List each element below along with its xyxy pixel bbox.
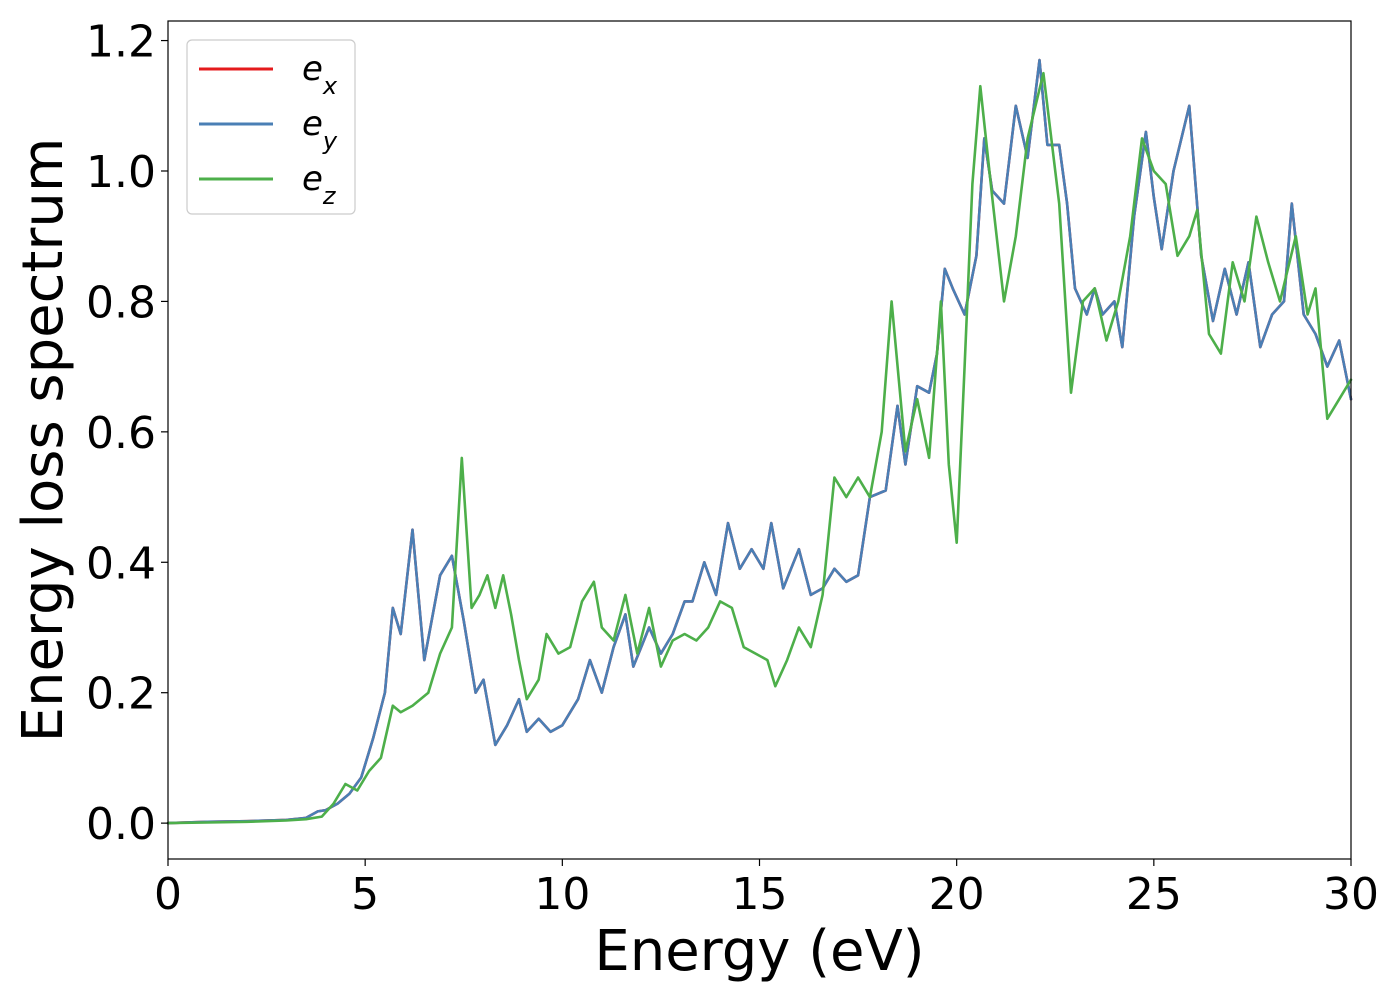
x-tick-label: 20 bbox=[929, 869, 985, 920]
x-axis-title: Energy (eV) bbox=[594, 919, 924, 984]
x-tick-label: 10 bbox=[534, 869, 590, 920]
y-tick-label: 0.8 bbox=[86, 277, 156, 328]
y-tick-label: 1.0 bbox=[86, 147, 156, 198]
series-line-ez bbox=[166, 71, 1353, 825]
x-tick-label: 15 bbox=[732, 869, 788, 920]
series-layer bbox=[166, 58, 1353, 825]
x-axis-ticks: 0 5 10 15 20 25 30 bbox=[154, 859, 1379, 920]
x-tick-label: 5 bbox=[351, 869, 379, 920]
y-tick-label: 0.2 bbox=[86, 669, 156, 720]
y-tick-label: 1.2 bbox=[86, 17, 156, 68]
y-tick-label: 0.6 bbox=[86, 408, 156, 459]
series-line-ey bbox=[166, 58, 1353, 825]
y-axis-ticks: 0.0 0.2 0.4 0.6 0.8 1.0 1.2 bbox=[86, 17, 168, 850]
y-axis-title: Energy loss spectrum bbox=[11, 138, 76, 743]
x-tick-label: 30 bbox=[1323, 869, 1379, 920]
plot-background bbox=[168, 21, 1351, 859]
x-tick-label: 0 bbox=[154, 869, 182, 920]
x-tick-label: 25 bbox=[1126, 869, 1182, 920]
y-tick-label: 0.0 bbox=[86, 799, 156, 850]
legend-box bbox=[186, 39, 356, 215]
y-tick-label: 0.4 bbox=[86, 538, 156, 589]
